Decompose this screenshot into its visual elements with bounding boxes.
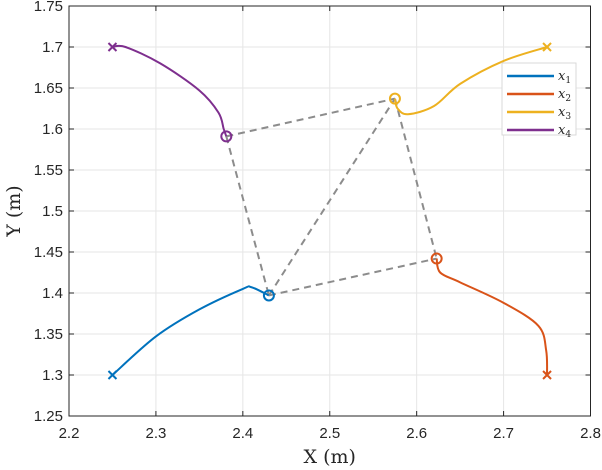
x-tick-label: 2.4 — [232, 425, 253, 442]
trajectory-x3 — [393, 46, 548, 116]
y-tick-label: 1.35 — [34, 326, 63, 343]
y-tick-label: 1.5 — [42, 203, 63, 220]
end-marker-icon — [220, 130, 233, 143]
start-marker-icon — [107, 42, 118, 52]
trajectory-x4 — [112, 44, 228, 137]
formation-link — [226, 97, 396, 138]
x-tick-label: 2.6 — [406, 425, 427, 442]
end-marker-icon — [262, 289, 275, 302]
x-axis-label: X (m) — [304, 446, 356, 468]
end-marker-icon — [388, 92, 401, 105]
x-tick-label: 2.7 — [493, 425, 514, 442]
formation-link — [268, 98, 396, 296]
trajectory-x2 — [435, 258, 549, 376]
x-tick-label: 2.3 — [145, 425, 166, 442]
x-tick-label: 2.2 — [59, 425, 80, 442]
y-tick-label: 1.3 — [42, 367, 63, 384]
start-marker-icon — [542, 42, 552, 52]
y-tick-label: 1.45 — [34, 244, 63, 261]
y-tick-label: 1.55 — [34, 162, 63, 179]
x-tick-label: 2.5 — [319, 425, 340, 442]
y-tick-label: 1.7 — [42, 39, 63, 56]
x-tick-label: 2.8 — [580, 425, 601, 442]
end-marker-icon — [430, 252, 443, 265]
trajectory-x1 — [111, 285, 270, 376]
start-marker-icon — [542, 370, 552, 380]
start-marker-icon — [107, 370, 118, 380]
y-tick-label: 1.4 — [42, 285, 63, 302]
y-tick-label: 1.25 — [34, 408, 63, 425]
y-tick-label: 1.75 — [34, 0, 63, 15]
formation-link — [268, 257, 437, 297]
y-tick-label: 1.6 — [42, 121, 63, 138]
formation-link — [393, 98, 438, 259]
y-tick-label: 1.65 — [34, 80, 63, 97]
formation-link — [225, 136, 270, 296]
y-axis-label: Y (m) — [3, 185, 25, 237]
